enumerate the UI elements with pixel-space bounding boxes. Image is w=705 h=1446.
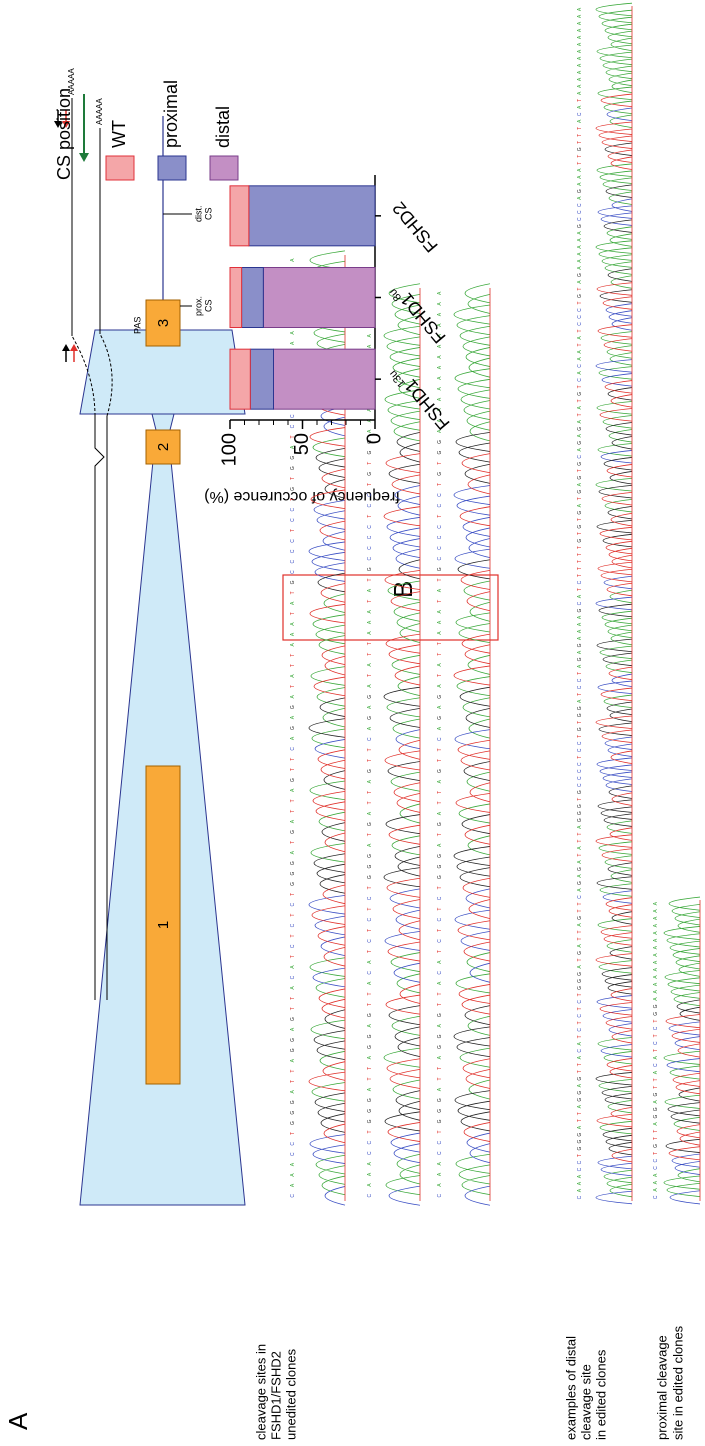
y-tick-label: 0 bbox=[363, 433, 385, 444]
trace bbox=[454, 485, 490, 1205]
exon-label: 1 bbox=[155, 921, 172, 929]
dist-cs-label: dist. bbox=[193, 205, 203, 222]
bar-segment bbox=[230, 186, 249, 246]
trace bbox=[454, 432, 490, 1131]
trace bbox=[596, 3, 632, 1197]
page: 1 2 3 PAS prox. CS dist. CS AAAAA AAAAA … bbox=[0, 0, 705, 1446]
bar-segment bbox=[274, 349, 376, 409]
group-label: site in edited clones bbox=[670, 1325, 685, 1440]
prox-cs-label: prox. bbox=[193, 296, 203, 316]
legend-swatch bbox=[210, 156, 238, 180]
bar-segment bbox=[230, 349, 250, 409]
group-label: in edited clones bbox=[593, 1349, 608, 1440]
bar-segment bbox=[263, 268, 375, 328]
trace bbox=[309, 448, 345, 1132]
x-tick-label: FSHD2 bbox=[388, 198, 441, 256]
sequence: CAAACCTGTTAGGAGTTACATCTCTGGAAAAAAAAAAAAA… bbox=[653, 901, 659, 1199]
y-tick-label: 50 bbox=[291, 433, 313, 455]
bar-segment bbox=[230, 268, 242, 328]
trace bbox=[384, 284, 420, 1195]
panel-label: A bbox=[3, 1412, 33, 1430]
transcript-1 bbox=[95, 416, 104, 1000]
zoom-connector bbox=[152, 414, 174, 430]
dist-cs-label: CS bbox=[203, 207, 213, 220]
group-label: unedited clones bbox=[283, 1348, 298, 1440]
prox-cs-label: CS bbox=[203, 299, 213, 312]
sequence: CAAACCTGGGATTAGGAGTTACATCTCTCTGGGATGATTA… bbox=[577, 7, 583, 1199]
category-name: FSHD1 bbox=[396, 289, 449, 347]
legend-swatch bbox=[106, 156, 134, 180]
group-label: FSHD1/FSHD2 bbox=[268, 1351, 283, 1440]
legend-label: proximal bbox=[161, 80, 181, 148]
sequence: CAAACCTGGGATTAGGAGTTACATCTCTCTGGGATGATTA… bbox=[367, 291, 373, 1198]
group-label: proximal cleavage bbox=[654, 1335, 669, 1440]
trace bbox=[666, 1015, 700, 1160]
polya-label: AAAAA bbox=[95, 98, 104, 125]
trace bbox=[454, 284, 490, 1195]
category-name: FSHD1 bbox=[400, 376, 453, 434]
figure-canvas: 1 2 3 PAS prox. CS dist. CS AAAAA AAAAA … bbox=[0, 0, 705, 1446]
legend-swatch bbox=[158, 156, 186, 180]
trace bbox=[384, 432, 420, 1131]
exon-label: 3 bbox=[155, 319, 172, 327]
legend-label: WT bbox=[109, 120, 129, 148]
group-label: cleavage site bbox=[578, 1364, 593, 1440]
pas-label: PAS bbox=[132, 317, 142, 334]
legend-label: distal bbox=[213, 106, 233, 148]
legend-title: CS position bbox=[54, 88, 74, 180]
bar-segment bbox=[249, 186, 375, 246]
bar-segment bbox=[250, 349, 273, 409]
figure: 1 2 3 PAS prox. CS dist. CS AAAAA AAAAA … bbox=[0, 0, 705, 1446]
group-label: cleavage sites in bbox=[253, 1344, 268, 1440]
bar-segment bbox=[242, 268, 264, 328]
category-name: FSHD2 bbox=[388, 198, 441, 256]
exon-label: 2 bbox=[155, 443, 172, 451]
group-label: examples of distal bbox=[563, 1336, 578, 1440]
y-tick-label: 100 bbox=[218, 433, 240, 466]
